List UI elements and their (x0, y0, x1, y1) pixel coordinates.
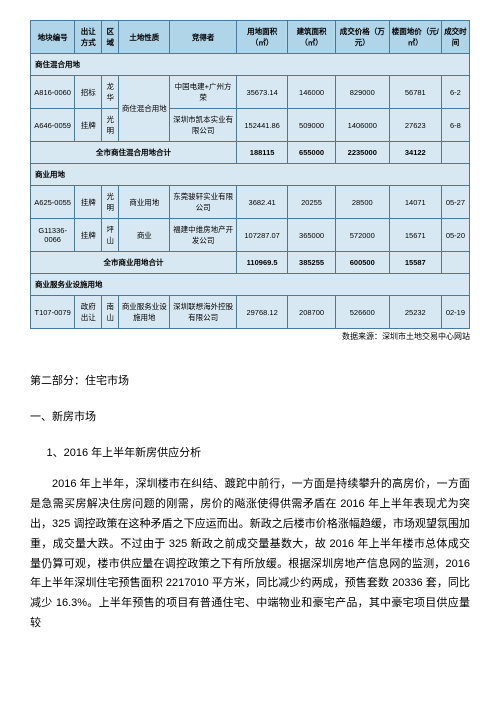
cell: 挂牌 (75, 219, 102, 252)
cell: A646-0059 (31, 109, 75, 142)
col-header: 区域 (102, 21, 119, 54)
cell: 1406000 (335, 109, 389, 142)
data-row: A625-0055 挂牌 光明 商业用地 东莞骏轩实业有限公司 3682.41 … (31, 186, 470, 219)
section-title: 商业用地 (31, 164, 470, 186)
cell: 中国电建+广州方荣 (170, 76, 237, 109)
cell: 56781 (389, 76, 441, 109)
cell: 商业 (119, 219, 170, 252)
land-transaction-table: 地块编号 出让方式 区域 土地性质 竞得者 用地面积（㎡） 建筑面积（㎡） 成交… (30, 20, 470, 342)
cell: G11336-0066 (31, 219, 75, 252)
col-header: 竞得者 (170, 21, 237, 54)
cell: 招标 (75, 76, 102, 109)
cell: 385255 (288, 252, 336, 274)
cell (441, 252, 469, 274)
cell: 152441.86 (236, 109, 287, 142)
cell: 6-2 (441, 76, 469, 109)
section-title-row: 商业用地 (31, 164, 470, 186)
cell: 35673.14 (236, 76, 287, 109)
subtotal-label: 全市商住混合用地合计 (31, 142, 237, 164)
item-title: 1、2016 年上半年新房供应分析 (30, 444, 470, 464)
cell: 655000 (288, 142, 336, 164)
cell: 572000 (335, 219, 389, 252)
cell: 商住混合用地 (119, 76, 170, 142)
cell: 107287.07 (236, 219, 287, 252)
cell: 29768.12 (236, 296, 287, 329)
cell: A816-0060 (31, 76, 75, 109)
cell: 2235000 (335, 142, 389, 164)
data-row: T107-0079 政府出让 南山 商业服务业设施用地 深圳联想海外控股有限公司… (31, 296, 470, 329)
section-title: 商住混合用地 (31, 54, 470, 76)
cell: 坪山 (102, 219, 119, 252)
col-header: 用地面积（㎡） (236, 21, 287, 54)
section-title-row: 商业服务业设施用地 (31, 274, 470, 296)
section-title: 第二部分：住宅市场 (30, 372, 470, 392)
data-row: G11336-0066 挂牌 坪山 商业 福建中维房地产开发公司 107287.… (31, 219, 470, 252)
cell: 509000 (288, 109, 336, 142)
cell: 526600 (335, 296, 389, 329)
subtotal-row: 全市商业用地合计 110969.5 385255 600500 15587 (31, 252, 470, 274)
cell: 05-20 (441, 219, 469, 252)
cell: 南山 (102, 296, 119, 329)
cell: 挂牌 (75, 186, 102, 219)
cell: 20255 (288, 186, 336, 219)
cell: 福建中维房地产开发公司 (170, 219, 237, 252)
cell: 深圳联想海外控股有限公司 (170, 296, 237, 329)
cell: 6-8 (441, 109, 469, 142)
data-row: A816-0060 招标 龙华 商住混合用地 中国电建+广州方荣 35673.1… (31, 76, 470, 109)
cell: 挂牌 (75, 109, 102, 142)
cell: 600500 (335, 252, 389, 274)
cell: 政府出让 (75, 296, 102, 329)
cell: 146000 (288, 76, 336, 109)
cell: 829000 (335, 76, 389, 109)
col-header: 土地性质 (119, 21, 170, 54)
cell: 208700 (288, 296, 336, 329)
cell: 14071 (389, 186, 441, 219)
cell: 188115 (236, 142, 287, 164)
col-header: 建筑面积（㎡） (288, 21, 336, 54)
cell: 东莞骏轩实业有限公司 (170, 186, 237, 219)
col-header: 楼面地价（元/㎡） (389, 21, 441, 54)
cell (441, 142, 469, 164)
cell: 28500 (335, 186, 389, 219)
cell: 05-27 (441, 186, 469, 219)
cell: A625-0055 (31, 186, 75, 219)
cell: 365000 (288, 219, 336, 252)
cell: 光明 (102, 186, 119, 219)
data-row: A646-0059 挂牌 光明 深圳市凯本实业有限公司 152441.86 50… (31, 109, 470, 142)
cell: 110969.5 (236, 252, 287, 274)
cell: 龙华 (102, 76, 119, 109)
header-row: 地块编号 出让方式 区域 土地性质 竞得者 用地面积（㎡） 建筑面积（㎡） 成交… (31, 21, 470, 54)
cell: T107-0079 (31, 296, 75, 329)
subtotal-row: 全市商住混合用地合计 188115 655000 2235000 34122 (31, 142, 470, 164)
col-header: 出让方式 (75, 21, 102, 54)
section-title-row: 商住混合用地 (31, 54, 470, 76)
document-body: 第二部分：住宅市场 一、新房市场 1、2016 年上半年新房供应分析 2016 … (30, 372, 470, 634)
section-title: 商业服务业设施用地 (31, 274, 470, 296)
col-header: 成交时间 (441, 21, 469, 54)
cell: 15587 (389, 252, 441, 274)
data-table: 地块编号 出让方式 区域 土地性质 竞得者 用地面积（㎡） 建筑面积（㎡） 成交… (30, 20, 470, 329)
subtotal-label: 全市商业用地合计 (31, 252, 237, 274)
cell: 商业用地 (119, 186, 170, 219)
subsection-title: 一、新房市场 (30, 408, 470, 428)
cell: 深圳市凯本实业有限公司 (170, 109, 237, 142)
cell: 27623 (389, 109, 441, 142)
col-header: 成交价格（万元） (335, 21, 389, 54)
paragraph: 2016 年上半年，深圳楼市在纠结、踱跎中前行，一方面是持续攀升的高房价，一方面… (30, 475, 470, 633)
cell: 15671 (389, 219, 441, 252)
col-header: 地块编号 (31, 21, 75, 54)
cell: 商业服务业设施用地 (119, 296, 170, 329)
cell: 02-19 (441, 296, 469, 329)
cell: 3682.41 (236, 186, 287, 219)
cell: 34122 (389, 142, 441, 164)
cell: 25232 (389, 296, 441, 329)
table-source: 数据来源：深圳市土地交易中心网站 (30, 331, 470, 342)
cell: 光明 (102, 109, 119, 142)
